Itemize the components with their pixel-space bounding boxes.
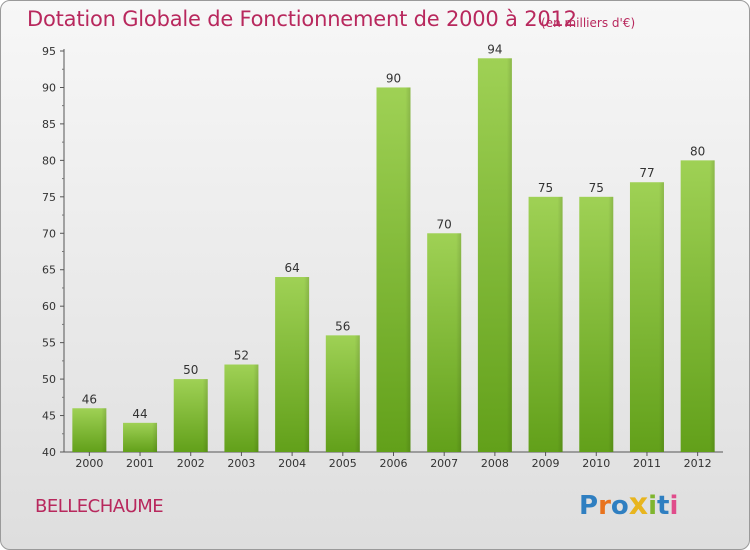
bar-shade: [427, 233, 462, 452]
y-tick-label: 65: [42, 264, 56, 277]
chart-subtitle: (en milliers d'€): [541, 16, 636, 30]
y-tick-label: 75: [42, 191, 56, 204]
bar-shade: [680, 160, 715, 452]
x-tick-label: 2006: [380, 457, 408, 470]
bar-shade: [123, 422, 158, 452]
y-tick-label: 40: [42, 446, 56, 459]
x-tick-label: 2005: [329, 457, 357, 470]
bar-shade: [579, 196, 614, 452]
data-label: 50: [183, 363, 198, 377]
data-label: 90: [386, 71, 401, 85]
y-tick-label: 95: [42, 45, 56, 58]
chart-title: Dotation Globale de Fonctionnement de 20…: [27, 7, 577, 31]
y-tick-label: 70: [42, 227, 56, 240]
data-label: 64: [284, 261, 299, 275]
data-label: 80: [690, 144, 705, 158]
x-tick-label: 2001: [126, 457, 154, 470]
y-tick-label: 55: [42, 337, 56, 350]
data-label: 77: [639, 166, 654, 180]
y-tick-label: 50: [42, 373, 56, 386]
bar-shade: [629, 182, 664, 452]
x-tick-label: 2004: [278, 457, 306, 470]
y-tick-label: 85: [42, 118, 56, 131]
x-tick-label: 2010: [582, 457, 610, 470]
bar-shade: [477, 58, 512, 453]
bar-shade: [376, 87, 411, 453]
data-label: 52: [234, 349, 249, 363]
data-label: 56: [335, 319, 350, 333]
data-label: 46: [82, 392, 97, 406]
y-tick-label: 80: [42, 154, 56, 167]
bar-shade: [528, 196, 563, 452]
x-tick-label: 2003: [227, 457, 255, 470]
x-tick-label: 2009: [532, 457, 560, 470]
data-label: 75: [589, 181, 604, 195]
bar-shade: [224, 364, 259, 452]
y-tick-label: 45: [42, 410, 56, 423]
data-label: 44: [132, 407, 147, 421]
x-tick-label: 2002: [177, 457, 205, 470]
x-tick-label: 2012: [684, 457, 712, 470]
x-tick-label: 2000: [75, 457, 103, 470]
data-label: 94: [487, 42, 502, 56]
y-tick-label: 90: [42, 81, 56, 94]
y-tick-label: 60: [42, 300, 56, 313]
y-axis: 40 45 50 55 60 65 70 75 80 85 90 95: [42, 45, 723, 459]
x-tick-label: 2008: [481, 457, 509, 470]
data-label: 75: [538, 181, 553, 195]
bar-shade: [173, 379, 208, 452]
proxiti-logo[interactable]: Proxiti: [579, 487, 679, 522]
x-tick-label: 2007: [430, 457, 458, 470]
bar-shade: [275, 277, 310, 452]
x-tick-label: 2011: [633, 457, 661, 470]
bar-shade: [325, 335, 360, 452]
data-label: 70: [437, 217, 452, 231]
bar-shade: [72, 408, 107, 452]
bars: 46 44 50 52 64 56 90 70 94 75 75 77 80: [72, 42, 715, 453]
x-axis: 2000 2001 2002 2003 2004 2005 2006 2007 2008 2009…: [75, 452, 712, 470]
commune-name: BELLECHAUME: [35, 496, 164, 517]
